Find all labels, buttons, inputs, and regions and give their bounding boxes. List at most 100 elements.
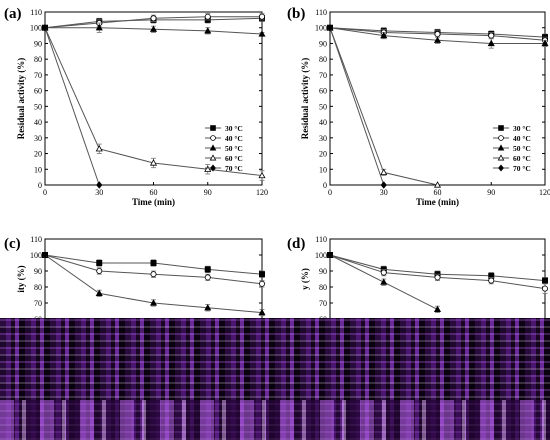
y-tick-label: 70 <box>34 71 42 80</box>
y-tick-label: 80 <box>319 55 327 64</box>
x-tick-label: 90 <box>487 188 495 197</box>
legend-marker <box>498 135 504 141</box>
series-3 <box>326 251 442 314</box>
data-point <box>41 23 49 32</box>
x-tick-label: 30 <box>95 188 103 197</box>
data-point <box>204 13 211 20</box>
legend-entry: 40 °C <box>513 134 531 143</box>
chart-panel-3: (c)60708090100110ity (%) <box>4 235 266 324</box>
series-5 <box>326 23 387 189</box>
data-point <box>542 285 549 292</box>
panel-letter: (c) <box>4 236 21 252</box>
y-tick-label: 50 <box>34 102 42 111</box>
y-tick-label: 100 <box>30 251 42 260</box>
legend-marker <box>209 154 217 161</box>
x-tick-label: 0 <box>328 188 332 197</box>
data-point <box>96 259 103 266</box>
y-tick-label: 100 <box>30 24 42 33</box>
data-point <box>204 266 211 273</box>
x-axis-label: Time (min) <box>416 197 459 207</box>
chart-panel-1: (a) 0 10 20 30 40 50 60 70 80 90 100 110 0 30 60 90 120 Ti… <box>4 6 268 207</box>
data-point <box>380 31 388 39</box>
series-2 <box>326 251 549 294</box>
legend: 30 °C40 °C50 °C60 °C70 °C <box>493 124 531 173</box>
y-tick-label: 100 <box>315 24 327 33</box>
series-line <box>329 27 438 186</box>
data-point <box>258 308 266 316</box>
legend-marker <box>209 144 217 151</box>
y-tick-label: 60 <box>34 87 42 96</box>
series-5 <box>326 251 334 259</box>
legend-entry: 50 °C <box>225 144 243 153</box>
x-tick-label: 30 <box>380 188 388 197</box>
chart-panel-2: (b) 0 10 20 30 40 50 60 70 80 90 100 110 0 30 60 90 120 Ti… <box>287 6 550 207</box>
y-tick-label: 20 <box>34 150 42 159</box>
y-tick-label: 110 <box>315 235 327 244</box>
legend-entry: 70 °C <box>513 164 531 173</box>
y-tick-label: 110 <box>30 8 42 17</box>
y-tick-label: 90 <box>34 39 42 48</box>
legend: 30 °C40 °C50 °C60 °C70 °C <box>205 124 243 173</box>
y-tick-label: 40 <box>34 118 42 127</box>
legend-marker <box>497 154 505 161</box>
data-point <box>258 280 265 287</box>
y-tick-label: 110 <box>315 8 327 17</box>
x-tick-label: 60 <box>434 188 442 197</box>
legend-entry: 40 °C <box>225 134 243 143</box>
data-point <box>258 30 266 37</box>
chart-panel-4: (d)60708090100110y (%) <box>287 235 549 324</box>
legend-entry: 60 °C <box>513 154 531 163</box>
data-point <box>204 274 211 281</box>
data-point <box>326 23 334 32</box>
data-point <box>380 269 387 276</box>
data-point <box>434 31 441 38</box>
y-tick-label: 110 <box>30 235 42 244</box>
data-point <box>95 23 103 31</box>
data-point <box>380 181 387 189</box>
legend-entry: 60 °C <box>225 154 243 163</box>
legend-marker <box>210 125 216 131</box>
legend-entry: 70 °C <box>225 164 243 173</box>
series-2 <box>42 251 265 288</box>
legend-entry: 50 °C <box>513 144 531 153</box>
y-tick-label: 70 <box>34 299 42 308</box>
data-point <box>258 171 266 179</box>
plot-frame <box>44 238 263 320</box>
data-point <box>326 251 334 259</box>
data-point <box>380 278 388 285</box>
y-axis-label: ity (%) <box>16 265 26 292</box>
x-tick-label: 90 <box>204 188 212 197</box>
data-point <box>149 299 158 306</box>
y-axis-label: y (%) <box>300 268 310 290</box>
y-tick-label: 80 <box>34 283 42 292</box>
data-point <box>487 39 495 47</box>
y-tick-label: 90 <box>319 267 327 276</box>
y-tick-label: 30 <box>34 134 42 143</box>
y-tick-label: 70 <box>319 71 327 80</box>
y-tick-label: 0 <box>38 181 42 190</box>
data-point <box>488 277 495 284</box>
x-tick-label: 60 <box>150 188 158 197</box>
data-point <box>95 145 103 152</box>
data-point <box>96 181 103 189</box>
data-point <box>149 25 158 32</box>
data-point <box>149 159 158 166</box>
x-tick-label: 0 <box>43 188 47 197</box>
x-tick-label: 120 <box>539 188 550 197</box>
corrupted-image-band <box>0 318 550 440</box>
series-4 <box>41 23 266 181</box>
y-tick-label: 20 <box>319 150 327 159</box>
legend-marker <box>497 144 505 151</box>
data-point <box>542 277 549 284</box>
y-tick-label: 50 <box>319 102 327 111</box>
legend-entry: 30 °C <box>513 124 531 133</box>
y-tick-label: 40 <box>319 118 327 127</box>
series-5 <box>41 251 49 259</box>
data-point <box>433 181 442 188</box>
data-point <box>150 15 157 22</box>
legend-marker <box>210 164 216 172</box>
data-point <box>433 305 442 313</box>
y-tick-label: 60 <box>319 87 327 96</box>
series-5 <box>41 23 103 189</box>
data-point <box>96 267 103 274</box>
